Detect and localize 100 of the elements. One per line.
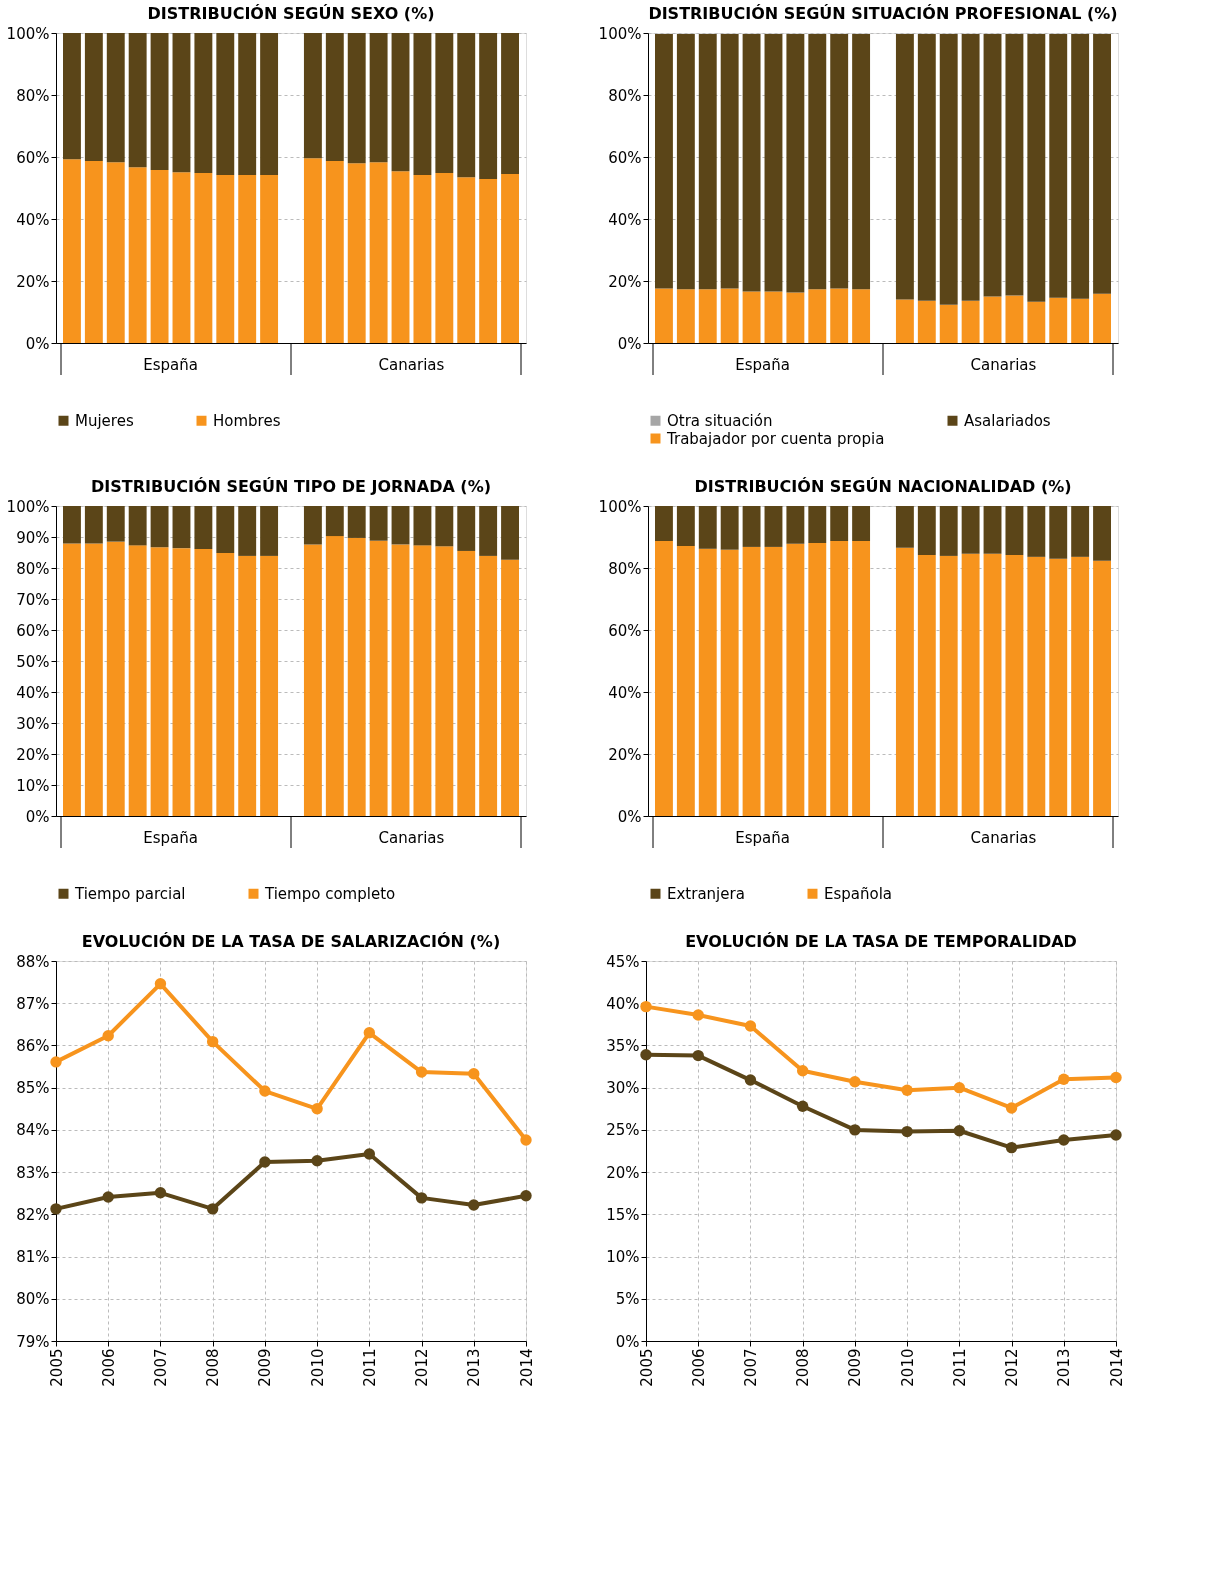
bar <box>128 167 147 343</box>
bar <box>742 546 761 816</box>
bar <box>216 33 235 175</box>
text: España <box>735 356 790 374</box>
bar <box>303 158 322 343</box>
y-tick-label: 60% <box>16 621 50 640</box>
bar <box>369 540 388 816</box>
bar <box>786 543 805 816</box>
bar <box>479 555 498 816</box>
bar <box>830 541 849 816</box>
bar <box>720 506 739 550</box>
x-tick-label: 2008 <box>204 1348 223 1387</box>
bar <box>939 304 958 343</box>
bar <box>852 506 871 542</box>
bar <box>457 177 476 343</box>
x-tick-label: 2007 <box>151 1348 170 1387</box>
bar <box>720 549 739 816</box>
bar <box>917 33 936 301</box>
point <box>901 1125 913 1138</box>
bar <box>63 506 81 544</box>
y-tick-label: 60% <box>16 148 50 167</box>
bar <box>1093 33 1111 294</box>
bar <box>698 506 717 549</box>
point <box>692 1049 704 1062</box>
bar <box>347 506 366 538</box>
point <box>901 1084 913 1096</box>
point <box>102 1030 114 1042</box>
bar <box>172 548 191 816</box>
bar <box>150 33 169 171</box>
bar <box>194 173 213 343</box>
x-tick-label: 2012 <box>413 1348 432 1387</box>
bar <box>895 547 914 816</box>
bar <box>698 548 717 816</box>
bar <box>1005 295 1024 343</box>
x-tick-label: 2014 <box>517 1348 536 1387</box>
bar <box>939 555 958 816</box>
point <box>154 1187 167 1199</box>
y-tick-label: 20% <box>16 272 50 291</box>
bar <box>786 292 805 343</box>
bar <box>391 506 410 545</box>
point <box>692 1009 704 1021</box>
point <box>1058 1134 1070 1146</box>
text: España <box>143 829 198 847</box>
bar <box>764 291 783 343</box>
point <box>206 1203 219 1215</box>
y-tick-label: 40% <box>16 210 50 229</box>
point <box>953 1081 966 1094</box>
y-tick-label: 40% <box>16 683 50 702</box>
point <box>849 1076 861 1088</box>
bar <box>457 33 476 178</box>
y-tick-label: 0% <box>25 807 50 826</box>
point <box>640 1000 652 1013</box>
bar <box>391 33 410 172</box>
y-tick-label: 30% <box>606 1079 640 1098</box>
bar <box>106 541 125 816</box>
bar <box>1005 554 1024 816</box>
bar <box>1071 33 1090 299</box>
point <box>363 1027 376 1039</box>
bar <box>1071 298 1090 343</box>
bar <box>655 541 673 816</box>
y-tick-label: 20% <box>16 745 50 764</box>
y-tick-label: 15% <box>606 1205 640 1224</box>
bar <box>983 33 1002 297</box>
x-tick-label: 2011 <box>950 1348 969 1387</box>
bar <box>435 506 454 547</box>
point <box>1005 1141 1018 1154</box>
legend-label: Asalariados <box>964 411 1051 430</box>
bar <box>172 33 191 173</box>
bar <box>238 506 257 556</box>
y-tick-label: 0% <box>617 334 642 353</box>
x-tick-label: 2005 <box>637 1348 656 1387</box>
bar <box>63 543 81 816</box>
legend-label: Otra situación <box>667 411 773 430</box>
bar <box>369 162 388 343</box>
bar <box>128 33 147 168</box>
bar <box>238 33 257 175</box>
bar <box>501 174 519 343</box>
bar <box>895 33 914 300</box>
y-tick-label: 20% <box>608 745 642 764</box>
bar <box>303 544 322 816</box>
bar <box>1049 33 1068 298</box>
x-tick-label: 2009 <box>846 1348 865 1387</box>
bar <box>84 161 103 343</box>
bar <box>347 537 366 816</box>
chart-title: DISTRIBUCIÓN SEGÚN SEXO (%) <box>147 4 435 23</box>
bar <box>501 33 519 175</box>
y-tick-label: 87% <box>16 994 50 1013</box>
bar <box>216 174 235 343</box>
bar <box>457 506 476 551</box>
bar <box>194 506 213 550</box>
legend-label: Hombres <box>213 411 281 430</box>
point <box>744 1074 757 1086</box>
bar <box>63 159 81 343</box>
bar <box>742 506 761 547</box>
bar <box>63 33 81 160</box>
point <box>363 1148 376 1160</box>
bar <box>939 506 958 556</box>
bar <box>852 33 871 290</box>
text: Canarias <box>378 829 445 847</box>
bar <box>216 506 235 554</box>
